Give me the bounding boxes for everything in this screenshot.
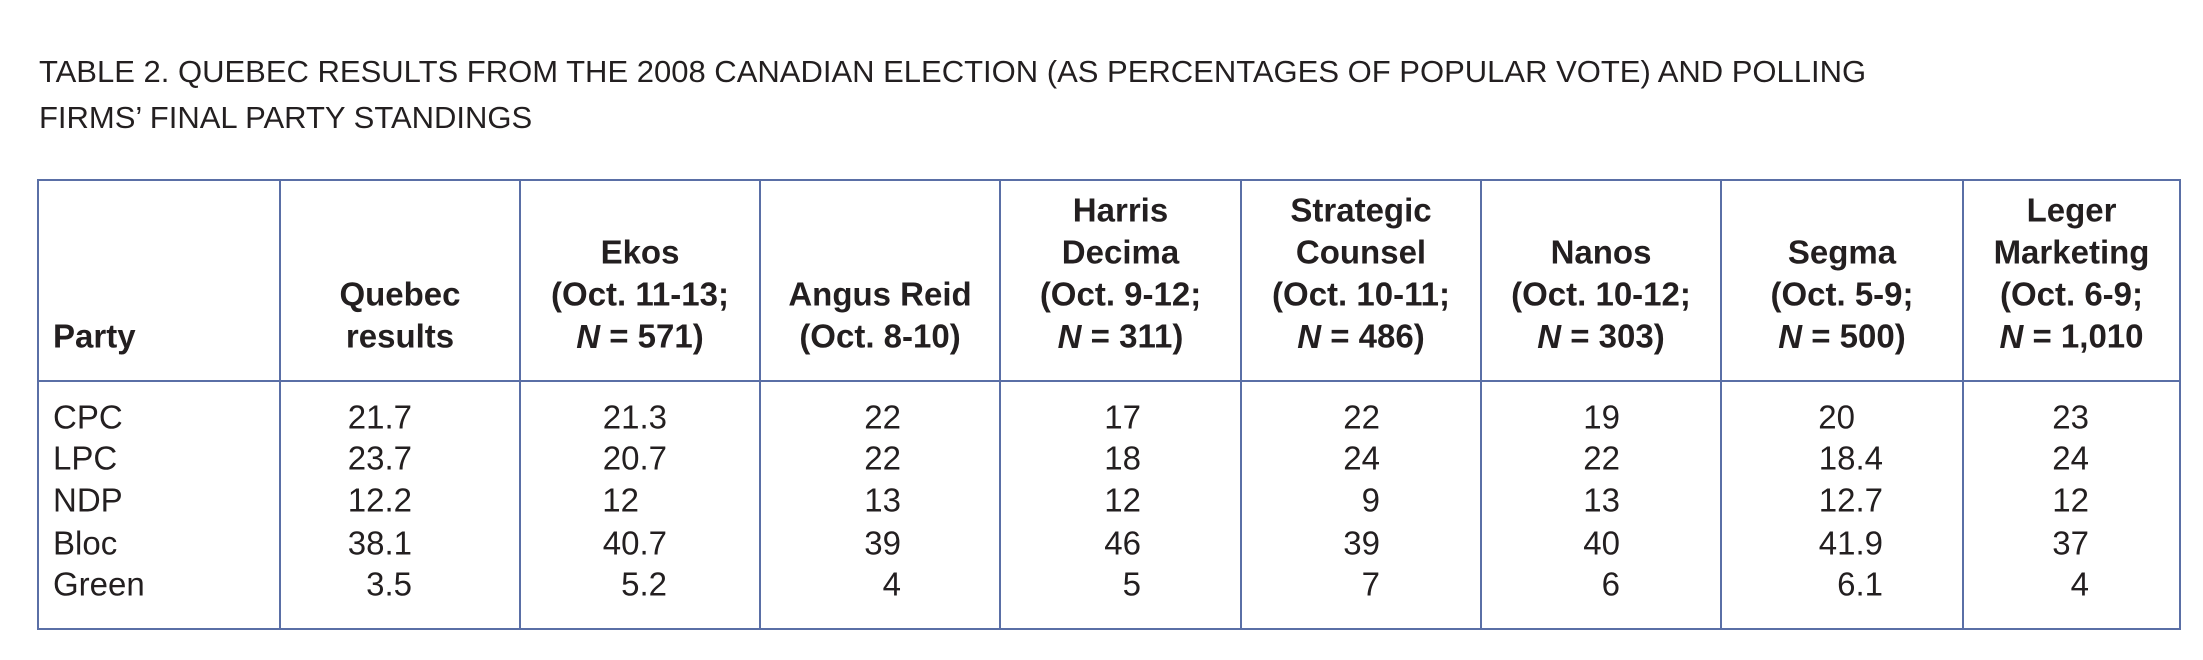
table-cell: 21.3 [603, 399, 667, 436]
table-cell: 12.7 [1819, 482, 1883, 519]
column-header: (Oct. 10-11; [1272, 276, 1450, 313]
column-header: (Oct. 11-13; [551, 276, 729, 313]
column-header: Party [53, 318, 136, 355]
table-cell: 3.5 [366, 566, 412, 603]
table-cell: 18 [1104, 440, 1141, 477]
column-header: results [346, 318, 454, 355]
table-cell: 39 [1343, 525, 1380, 562]
table-cell: 37 [2052, 525, 2089, 562]
table-cell: 22 [864, 440, 901, 477]
table-cell: 22 [1343, 399, 1380, 436]
table-cell: 38.1 [348, 525, 412, 562]
table-border [37, 179, 2181, 630]
column-header: Counsel [1296, 234, 1426, 271]
table-cell: 18.4 [1819, 440, 1883, 477]
table-cell: 13 [864, 482, 901, 519]
table-cell: 12 [1104, 482, 1141, 519]
table-cell: 22 [864, 399, 901, 436]
table-cell: 20 [1818, 399, 1855, 436]
title-line: FIRMS’ FINAL PARTY STANDINGS [39, 100, 532, 135]
table-cell: 12 [602, 482, 639, 519]
column-header: Strategic [1290, 192, 1431, 229]
party-name: LPC [53, 440, 117, 477]
party-name: Green [53, 566, 145, 603]
table-cell: 7 [1362, 566, 1380, 603]
column-header: (Oct. 8-10) [799, 318, 960, 355]
column-header: Nanos [1551, 234, 1652, 271]
table-cell: 20.7 [603, 440, 667, 477]
party-name: NDP [53, 482, 123, 519]
column-header: (Oct. 9-12; [1040, 276, 1201, 313]
column-header: Harris [1073, 192, 1168, 229]
table-cell: 5.2 [621, 566, 667, 603]
table-cell: 9 [1362, 482, 1380, 519]
table-cell: 21.7 [348, 399, 412, 436]
column-header: (Oct. 10-12; [1511, 276, 1691, 313]
column-header: (Oct. 5-9; [1770, 276, 1913, 313]
table-cell: 19 [1583, 399, 1620, 436]
column-header: Decima [1062, 234, 1180, 271]
table-cell: 23 [2052, 399, 2089, 436]
table-cell: 6 [1602, 566, 1620, 603]
table-cell: 4 [2071, 566, 2089, 603]
column-header: N = 486) [1297, 318, 1425, 355]
column-header: N = 303) [1537, 318, 1665, 355]
party-name: Bloc [53, 525, 117, 562]
column-header: N = 571) [576, 318, 704, 355]
column-header: Ekos [601, 234, 680, 271]
table-cell: 6.1 [1837, 566, 1883, 603]
table-cell: 12 [2052, 482, 2089, 519]
column-header: (Oct. 6-9; [2000, 276, 2143, 313]
table-cell: 24 [2052, 440, 2089, 477]
column-header: N = 311) [1058, 318, 1184, 355]
table-cell: 23.7 [348, 440, 412, 477]
column-header: Marketing [1994, 234, 2150, 271]
column-header: Leger [2027, 192, 2117, 229]
table-cell: 46 [1104, 525, 1141, 562]
column-header: N = 500) [1778, 318, 1906, 355]
table-cell: 39 [864, 525, 901, 562]
table-cell: 22 [1583, 440, 1620, 477]
table-cell: 40.7 [603, 525, 667, 562]
table-cell: 4 [883, 566, 901, 603]
column-header: Angus Reid [788, 276, 971, 313]
column-header: Segma [1788, 234, 1897, 271]
table-cell: 24 [1343, 440, 1380, 477]
column-header: Quebec [339, 276, 460, 313]
title-line: TABLE 2. QUEBEC RESULTS FROM THE 2008 CA… [39, 54, 1866, 89]
table-cell: 13 [1583, 482, 1620, 519]
table-cell: 12.2 [348, 482, 412, 519]
table-cell: 5 [1123, 566, 1141, 603]
party-name: CPC [53, 399, 123, 436]
table-cell: 40 [1583, 525, 1620, 562]
table-cell: 17 [1104, 399, 1141, 436]
table-cell: 41.9 [1819, 525, 1883, 562]
column-header: N = 1,010 [1999, 318, 2143, 355]
